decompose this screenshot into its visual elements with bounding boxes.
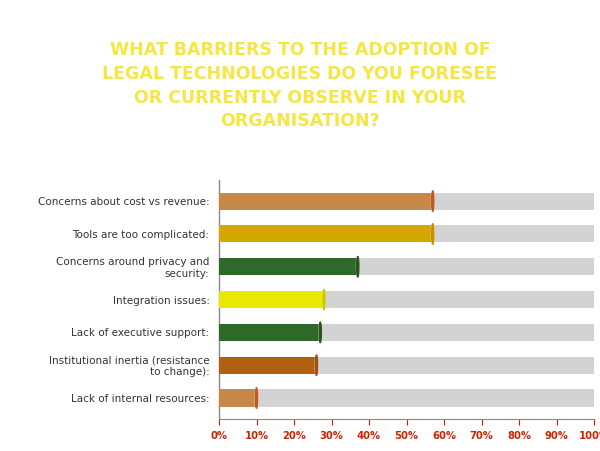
Text: Integration issues:: Integration issues: (113, 295, 209, 305)
Text: Lack of internal resources:: Lack of internal resources: (71, 393, 209, 403)
Text: Tools are too complicated:: Tools are too complicated: (73, 230, 209, 239)
Bar (219, 193, 594, 210)
Bar (219, 324, 594, 341)
Bar (219, 226, 594, 243)
Bar (219, 357, 317, 374)
Circle shape (431, 192, 434, 212)
Text: Concerns around privacy and
security:: Concerns around privacy and security: (56, 257, 209, 278)
Circle shape (323, 289, 325, 311)
Circle shape (319, 322, 322, 344)
Bar (219, 291, 594, 308)
Bar (219, 193, 433, 210)
Circle shape (319, 322, 322, 343)
Text: Lack of executive support:: Lack of executive support: (71, 328, 209, 338)
Circle shape (315, 354, 318, 377)
Text: WHAT BARRIERS TO THE ADOPTION OF
LEGAL TECHNOLOGIES DO YOU FORESEE
OR CURRENTLY : WHAT BARRIERS TO THE ADOPTION OF LEGAL T… (103, 41, 497, 130)
Circle shape (316, 355, 317, 376)
Bar (219, 390, 594, 407)
Bar (219, 357, 594, 374)
Bar (219, 259, 358, 276)
Bar (219, 226, 433, 243)
Circle shape (431, 223, 434, 246)
Bar (219, 324, 320, 341)
Circle shape (323, 290, 325, 310)
Circle shape (356, 256, 359, 278)
Circle shape (255, 387, 258, 410)
Circle shape (256, 388, 257, 408)
Circle shape (431, 224, 434, 244)
Text: Institutional inertia (resistance
to change):: Institutional inertia (resistance to cha… (49, 354, 209, 376)
Bar (219, 259, 594, 276)
Circle shape (356, 257, 359, 277)
Circle shape (431, 190, 434, 213)
Bar (219, 390, 257, 407)
Text: Concerns about cost vs revenue:: Concerns about cost vs revenue: (38, 197, 209, 207)
Bar (219, 291, 324, 308)
